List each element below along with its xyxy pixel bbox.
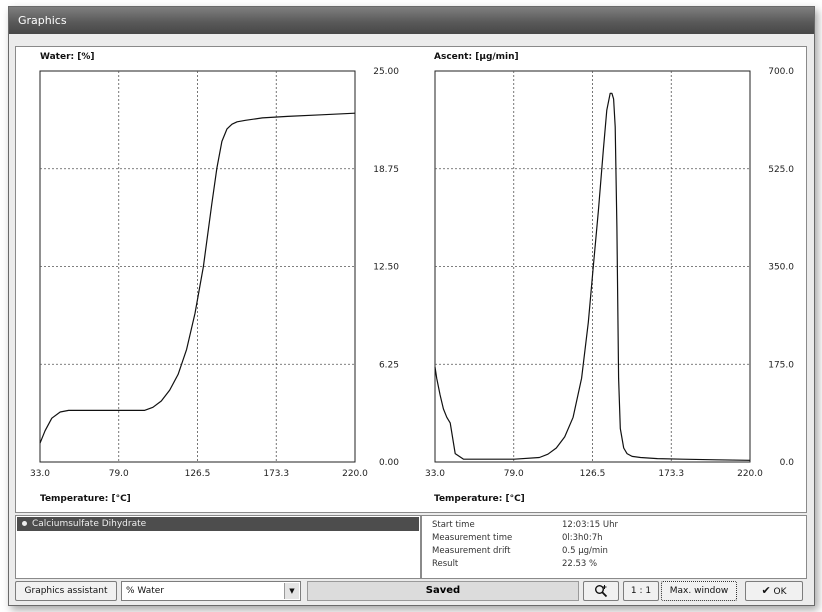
y-tick-label: 350.0	[768, 263, 794, 273]
ratio-button[interactable]: 1 : 1	[623, 581, 659, 601]
info-value: 22.53 %	[562, 559, 598, 569]
x-tick-label: 33.0	[425, 469, 445, 479]
info-value: 0.5 µg/min	[562, 546, 608, 556]
y-tick-label: 0.0	[780, 458, 795, 468]
x-tick-label: 33.0	[30, 469, 50, 479]
sample-list-item[interactable]: Calciumsulfate Dihydrate	[17, 517, 419, 531]
window-titlebar[interactable]: Graphics	[9, 7, 814, 34]
y-tick-label: 18.75	[373, 165, 399, 175]
x-tick-label: 79.0	[504, 469, 524, 479]
ok-button[interactable]: ✔ OK	[745, 581, 803, 601]
x-tick-label: 126.5	[580, 469, 606, 479]
x-axis-label-water: Temperature: [°C]	[40, 494, 131, 504]
window-title: Graphics	[18, 14, 67, 27]
y-tick-label: 6.25	[379, 360, 399, 370]
status-field: Saved	[307, 581, 579, 601]
curve-select-value: % Water	[126, 586, 165, 596]
y-tick-label: 175.0	[768, 360, 794, 370]
x-axis-label-ascent: Temperature: [°C]	[434, 494, 525, 504]
graphics-assistant-button[interactable]: Graphics assistant	[15, 581, 117, 601]
sample-list: Calciumsulfate Dihydrate	[15, 515, 421, 579]
zoom-button[interactable]	[583, 581, 619, 601]
ascent-chart: 33.0 79.0 126.5 173.3 220.0 0.0 175.0 350.0 525.…	[425, 67, 795, 479]
x-tick-label: 173.3	[658, 469, 684, 479]
info-value: 12:03:15 Uhr	[562, 520, 618, 530]
x-tick-label: 173.3	[263, 469, 289, 479]
graphs-area: Water: [%] 33.0 79.0 126.5 173.3 220.0 0.00 6.…	[15, 46, 807, 513]
y-tick-label: 0.00	[379, 458, 399, 468]
info-label: Start time	[432, 520, 475, 530]
bullet-icon	[22, 520, 27, 526]
info-value: 0l:3h0:7h	[562, 533, 603, 543]
y-tick-label: 12.50	[373, 263, 399, 273]
water-chart: 33.0 79.0 126.5 173.3 220.0 0.00 6.25 12.50 18.7…	[30, 67, 399, 479]
chevron-down-icon[interactable]: ▼	[284, 583, 299, 599]
chart-title-water: Water: [%]	[40, 52, 95, 62]
x-tick-label: 220.0	[737, 469, 763, 479]
chart-title-ascent: Ascent: [µg/min]	[434, 52, 519, 62]
curve-select[interactable]: % Water ▼	[121, 581, 301, 601]
x-tick-label: 126.5	[185, 469, 211, 479]
info-label: Measurement drift	[432, 546, 511, 556]
info-label: Result	[432, 559, 459, 569]
y-tick-label: 25.00	[373, 67, 399, 77]
zoom-icon	[595, 585, 608, 598]
graphics-window: Graphics Water: [%] 33.0 79.0 126.5 173.3 22…	[8, 6, 815, 606]
sample-name: Calciumsulfate Dihydrate	[32, 519, 147, 529]
ok-label: OK	[773, 587, 787, 597]
measurement-info: Start time 12:03:15 Uhr Measurement time…	[421, 515, 807, 579]
max-window-button[interactable]: Max. window	[661, 581, 737, 601]
x-tick-label: 220.0	[342, 469, 368, 479]
x-tick-label: 79.0	[109, 469, 129, 479]
y-tick-label: 700.0	[768, 67, 794, 77]
check-icon: ✔	[761, 584, 771, 597]
bottom-toolbar: Graphics assistant % Water ▼ Saved 1 : 1…	[15, 581, 805, 601]
series-line	[434, 92, 751, 461]
y-tick-label: 525.0	[768, 165, 794, 175]
series-line	[39, 112, 356, 444]
info-label: Measurement time	[432, 533, 513, 543]
